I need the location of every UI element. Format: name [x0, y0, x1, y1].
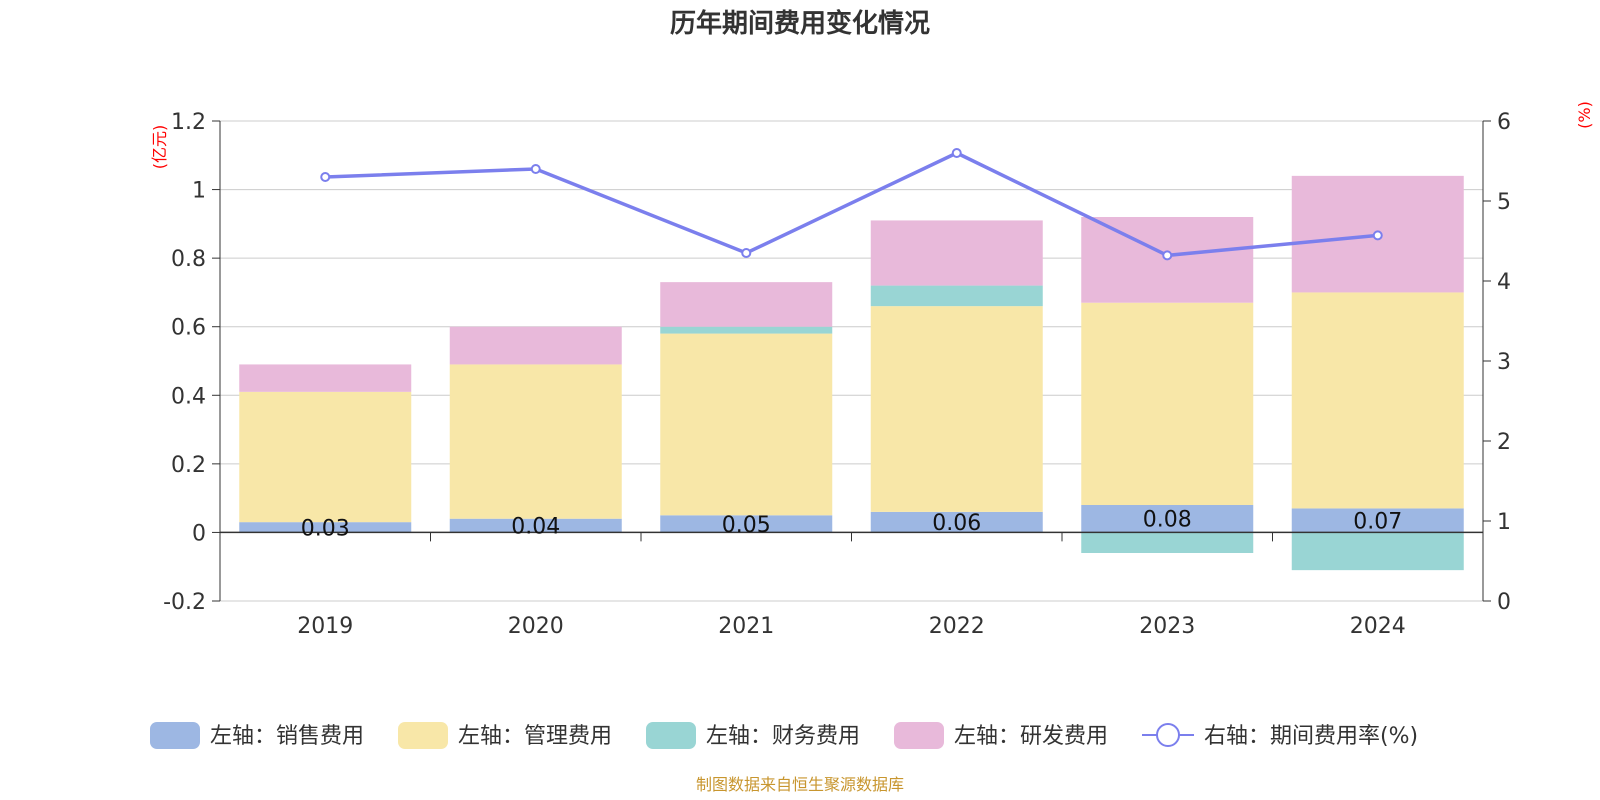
grid-lines — [220, 120, 1483, 602]
legend-label: 左轴：销售费用 — [210, 724, 364, 749]
bar-segment — [1291, 508, 1464, 533]
right-tick-label: 0 — [1497, 590, 1511, 615]
legend: 左轴：销售费用 左轴：管理费用 左轴：财务费用 左轴：研发费用 右轴：期间费用率(%) — [150, 722, 1418, 749]
rate-point — [1372, 230, 1383, 241]
right-tick-label: 5 — [1497, 190, 1511, 215]
right-tick-label: 3 — [1497, 350, 1511, 375]
legend-swatch — [150, 722, 200, 749]
x-tick-label: 2023 — [1139, 614, 1195, 639]
legend-label: 左轴：研发费用 — [954, 724, 1108, 749]
rate-line — [320, 148, 1383, 261]
left-tick-label: 0.2 — [171, 453, 206, 478]
bar-data-label: 0.03 — [301, 516, 350, 541]
legend-label: 右轴：期间费用率(%) — [1204, 724, 1418, 749]
bar-segment — [660, 326, 833, 334]
bar-segment — [870, 511, 1043, 533]
bar-segment — [239, 522, 412, 533]
bar-segment — [1291, 532, 1464, 571]
rate-point — [951, 148, 962, 158]
source-note: 制图数据来自恒生聚源数据库 — [696, 775, 904, 794]
bar-segment — [660, 515, 833, 533]
left-axis-unit: (亿元) — [150, 125, 169, 170]
legend-label: 左轴：管理费用 — [458, 724, 612, 749]
bar-data-label: 0.04 — [511, 515, 560, 540]
legend-swatch — [894, 722, 944, 749]
bar-data-label: 0.07 — [1353, 509, 1402, 534]
rate-point — [741, 248, 752, 258]
bar-segment — [239, 364, 412, 392]
rate-point — [1162, 250, 1173, 261]
legend-marker — [1156, 723, 1180, 747]
bar-segment — [449, 364, 622, 519]
legend-swatch — [398, 722, 448, 749]
bar-segment — [870, 306, 1043, 512]
legend-swatch — [646, 722, 696, 749]
bar-segment — [660, 333, 833, 516]
bar-segment — [1081, 505, 1254, 533]
x-tick-label: 2021 — [718, 614, 774, 639]
bar-labels: 0.03 0.04 0.05 0.06 0.08 0.07 — [301, 508, 1402, 542]
legend-label: 左轴：财务费用 — [706, 724, 860, 749]
bars — [239, 175, 1464, 571]
bar-segment — [870, 220, 1043, 286]
left-tick-label: 0.4 — [171, 384, 206, 409]
bar-segment — [449, 326, 622, 365]
x-tick-label: 2024 — [1350, 614, 1406, 639]
bar-segment — [660, 282, 833, 327]
bar-segment — [870, 285, 1043, 307]
x-tick-label: 2022 — [929, 614, 985, 639]
left-tick-label: 1 — [192, 179, 206, 204]
bar-data-label: 0.08 — [1143, 508, 1192, 533]
rate-line-path — [325, 151, 1378, 258]
axes: -0.2 0 0.2 0.4 0.6 0.8 1 1.2 0 1 2 3 4 5 6 2019 2020 2021… — [163, 110, 1511, 639]
bar-data-label: 0.06 — [932, 511, 981, 536]
x-tick-label: 2019 — [297, 614, 353, 639]
left-tick-label: 0.6 — [171, 316, 206, 341]
bar-segment — [1291, 292, 1464, 509]
bar-segment — [239, 391, 412, 523]
bar-segment — [1081, 532, 1254, 553]
right-tick-label: 4 — [1497, 270, 1511, 295]
left-tick-label: -0.2 — [163, 590, 206, 615]
chart-title: 历年期间费用变化情况 — [670, 8, 930, 39]
right-axis-unit: (%) — [1575, 101, 1594, 129]
x-tick-label: 2020 — [508, 614, 564, 639]
left-tick-label: 0 — [192, 521, 206, 546]
right-tick-label: 2 — [1497, 430, 1511, 455]
bar-segment — [1081, 302, 1254, 505]
left-tick-label: 1.2 — [171, 110, 206, 135]
right-tick-label: 6 — [1497, 110, 1511, 135]
left-tick-label: 0.8 — [171, 247, 206, 272]
bar-segment — [449, 518, 622, 533]
bar-data-label: 0.05 — [722, 513, 771, 538]
right-tick-label: 1 — [1497, 510, 1511, 535]
rate-point — [320, 172, 331, 182]
rate-point — [530, 164, 541, 174]
